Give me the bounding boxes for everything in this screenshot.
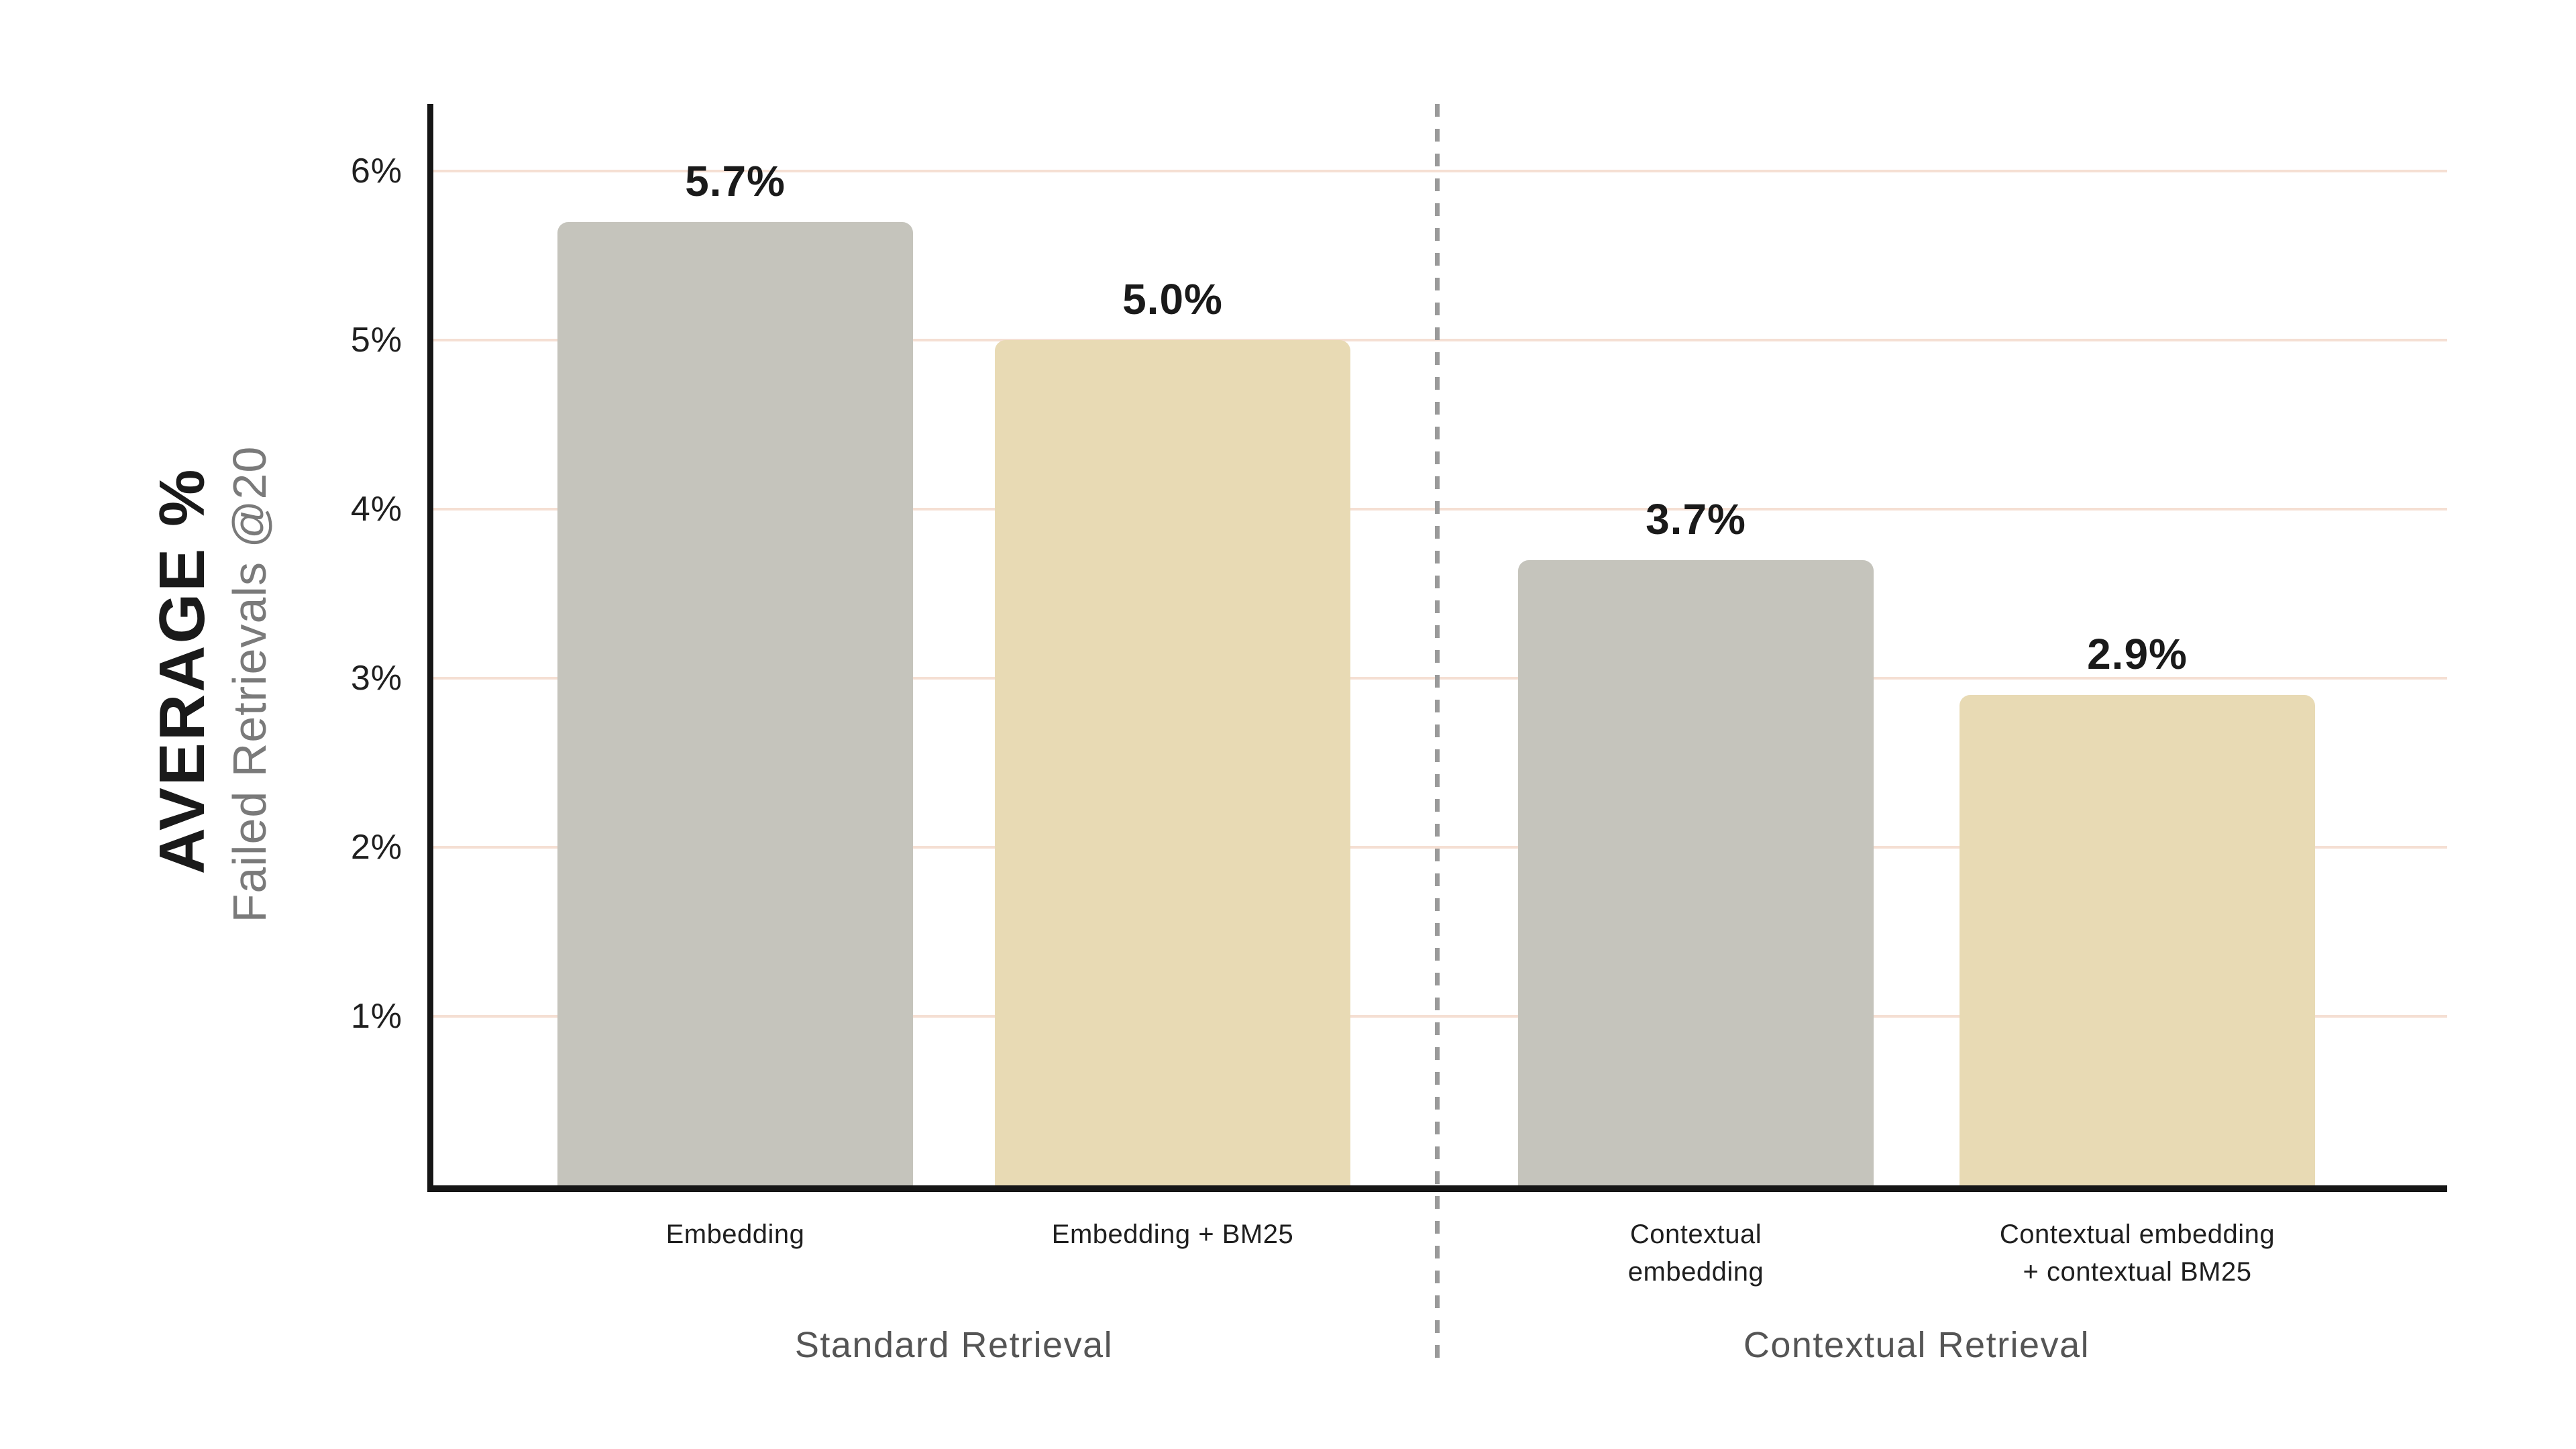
y-tick-label-2%: 2%: [350, 828, 402, 867]
bar-contextual-embedding: [1518, 560, 1874, 1185]
y-tick-label-6%: 6%: [350, 152, 402, 191]
y-tick-label-1%: 1%: [350, 997, 402, 1036]
y-tick-label-4%: 4%: [350, 490, 402, 529]
value-label-contextual-embedding-contextual-bm25: 2.9%: [2087, 630, 2188, 678]
y-tick-label-3%: 3%: [350, 659, 402, 698]
category-label-contextual-embedding-contextual-bm25: Contextual embedding + contextual BM25: [1999, 1220, 2275, 1287]
category-label-embedding-bm25: Embedding + BM25: [1051, 1220, 1294, 1249]
category-label-contextual-embedding: Contextual embedding: [1627, 1220, 1764, 1287]
value-label-embedding-bm25: 5.0%: [1122, 275, 1223, 323]
category-label-embedding: Embedding: [665, 1220, 805, 1249]
value-label-embedding: 5.7%: [685, 157, 786, 205]
group-label-standard-retrieval: Standard Retrieval: [794, 1325, 1114, 1365]
group-divider-dashed-line: [1435, 104, 1440, 1368]
value-label-contextual-embedding: 3.7%: [1646, 495, 1746, 543]
group-label-contextual-retrieval: Contextual Retrieval: [1743, 1325, 2090, 1365]
bar-contextual-embedding-contextual-bm25: [1960, 695, 2315, 1185]
bar-embedding: [557, 222, 913, 1185]
bar-embedding-bm25: [995, 340, 1350, 1185]
y-tick-label-5%: 5%: [350, 321, 402, 360]
y-axis-line: [427, 104, 433, 1192]
